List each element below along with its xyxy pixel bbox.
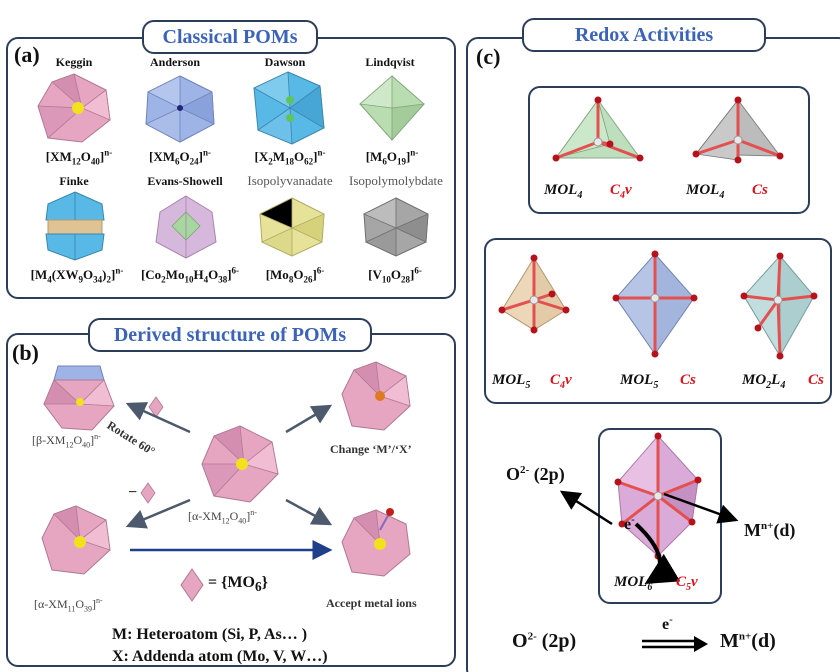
formula-isopolyvanadate: [Mo8O26]6- xyxy=(265,266,325,285)
structure-name-isopolymolybdate: Isopolymolybdate xyxy=(349,173,443,188)
changed-keggin-polyhedron xyxy=(341,361,411,431)
panel-b-title: Derived structure of POMs xyxy=(88,318,372,352)
mo2l4-label: MO2L4 xyxy=(742,372,786,391)
mol4-label-2: MOL4 xyxy=(686,182,725,201)
lindqvist-polyhedron xyxy=(359,75,426,142)
o2-2p-label: O2- (2p) xyxy=(506,464,565,484)
mo6-legend-label: = {MO6} xyxy=(208,574,268,595)
mol5-cs-polyhedron xyxy=(612,250,698,358)
bottom-mn-d-label: Mn+(d) xyxy=(720,630,776,652)
mol4-c4v-polyhedron xyxy=(552,96,644,162)
formula-lindqvist: [M6O19]n- xyxy=(365,148,419,167)
structure-name-keggin: Keggin xyxy=(55,55,93,69)
formula-dawson: [X2M18O62]n- xyxy=(254,148,326,167)
lacunary-keggin-polyhedron xyxy=(41,505,111,575)
formula-anderson: [XM6O24]n- xyxy=(149,148,211,167)
bottom-electron-label: e- xyxy=(662,614,673,634)
panel-b-label: (b) xyxy=(12,340,39,365)
structure-name-dawson: Dawson xyxy=(264,55,306,69)
bottom-double-arrow xyxy=(642,636,708,652)
panel-c-label: (c) xyxy=(476,44,501,69)
electron-label: e- xyxy=(624,514,635,534)
mol5-label-1: MOL5 xyxy=(492,372,531,391)
formula-evans-showell: [Co2Mo10H4O38]6- xyxy=(140,266,240,285)
mo2l4-symmetry: Cs xyxy=(808,372,824,388)
formula-alpha: [α-XM12O40]n- xyxy=(188,508,257,526)
mo6-octahedron-small-bottom xyxy=(140,482,156,504)
structure-name-lindqvist: Lindqvist xyxy=(365,55,415,69)
accept-label: Accept metal ions xyxy=(326,596,417,610)
mol5-box xyxy=(484,238,832,404)
mol5-symmetry-1: C4v xyxy=(550,372,572,391)
keggin-polyhedron xyxy=(37,73,111,143)
mol4-cs-polyhedron xyxy=(692,96,784,164)
structure-name-finke: Finke xyxy=(59,174,89,188)
mol4-label-1: MOL4 xyxy=(544,182,583,201)
isopolyvanadate-polyhedron xyxy=(259,197,325,257)
minus-sign: − xyxy=(128,484,138,501)
mo2l4-cs-polyhedron xyxy=(740,252,818,360)
mol5-c4v-polyhedron xyxy=(498,254,570,334)
legend-x: X: Addenda atom (Mo, V, W…) xyxy=(112,648,328,665)
mol5-label-2: MOL5 xyxy=(620,372,659,391)
mol6-symmetry: C5v xyxy=(676,574,698,593)
legend-m: M: Heteroatom (Si, P, As… ) xyxy=(112,626,308,643)
mol6-label: MOL6 xyxy=(614,574,653,593)
anderson-polyhedron xyxy=(145,75,215,143)
mol5-symmetry-2: Cs xyxy=(680,372,696,388)
structure-name-anderson: Anderson xyxy=(149,55,200,69)
mn-d-label: Mn+(d) xyxy=(744,520,796,540)
mol4-box xyxy=(528,86,810,214)
evans-showell-polyhedron xyxy=(155,195,217,259)
panel-a-title: Classical POMs xyxy=(142,20,318,54)
mo6-legend-octahedron xyxy=(180,568,204,602)
mol4-symmetry-1: C4v xyxy=(610,182,632,201)
bottom-o2-2p-label: O2- (2p) xyxy=(512,630,577,652)
beta-keggin-polyhedron xyxy=(43,365,115,431)
structure-name-isopolyvanadate: Isopolyvanadate xyxy=(247,173,333,188)
panel-c-title: Redox Activities xyxy=(522,18,766,52)
formula-lacunary: [α-XM11O39]n- xyxy=(34,596,103,614)
finke-polyhedron xyxy=(45,191,105,261)
arrows-panel-b xyxy=(125,402,333,560)
dawson-polyhedron xyxy=(253,71,325,145)
formula-keggin: [XM12O40]n- xyxy=(45,148,113,167)
metal-accepted-polyhedron xyxy=(341,508,411,577)
isopolymolybdate-polyhedron xyxy=(363,197,429,257)
panel-a-label: (a) xyxy=(14,42,40,67)
formula-beta: [β-XM12O40]n- xyxy=(32,432,101,450)
formula-finke: [M4(XW9O34)2]n- xyxy=(30,266,124,285)
mol4-symmetry-2: Cs xyxy=(752,182,768,198)
formula-isopolymolybdate: [V10O28]6- xyxy=(368,266,422,285)
alpha-keggin-polyhedron xyxy=(201,425,279,503)
structure-name-evans-showell: Evans-Showell xyxy=(147,174,223,188)
change-label: Change ‘M’/‘X’ xyxy=(330,442,412,456)
